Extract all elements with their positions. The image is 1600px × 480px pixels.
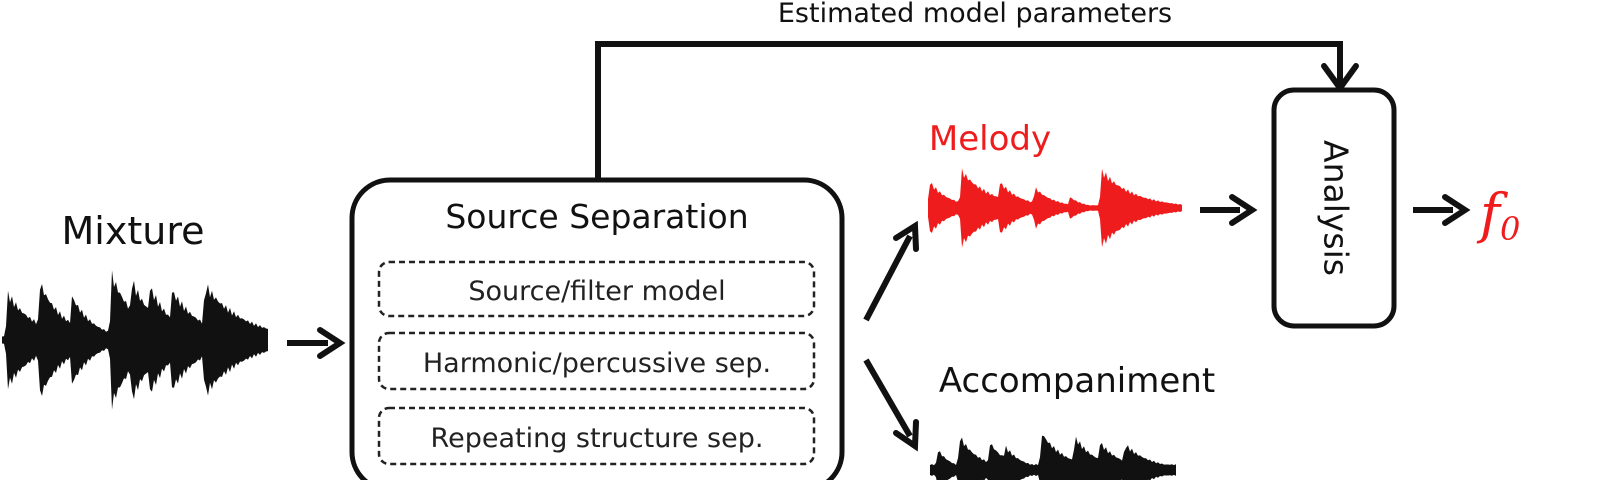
estimated-params-label: Estimated model parameters	[778, 0, 1172, 29]
accompaniment-label: Accompaniment	[939, 361, 1215, 401]
f0-subscript: 0	[1500, 210, 1520, 248]
melody-label: Melody	[929, 119, 1051, 159]
method-label-source-filter: Source/filter model	[468, 276, 725, 307]
f0-output-label: f0	[1476, 182, 1520, 248]
analysis-box	[1271, 87, 1397, 329]
method-label-repeating-structure: Repeating structure sep.	[431, 423, 764, 454]
melody-split-arrow	[863, 234, 913, 322]
mixture-waveform	[2, 270, 268, 410]
source-separation-title: Source Separation	[445, 197, 748, 236]
accompaniment-waveform	[930, 435, 1176, 480]
output-arrowhead	[1442, 194, 1471, 226]
accompaniment-split-arrowhead	[893, 419, 919, 452]
melody-arrowhead	[1229, 194, 1258, 226]
accompaniment-split-arrow	[863, 358, 913, 438]
mixture-arrowhead	[317, 327, 346, 359]
mixture-label: Mixture	[62, 209, 205, 253]
melody-waveform	[928, 168, 1182, 248]
analysis-label: Analysis	[1317, 140, 1356, 276]
feedback-arrow	[595, 41, 1343, 180]
method-box-harmonic-percussive	[377, 331, 816, 391]
method-label-harmonic-percussive: Harmonic/percussive sep.	[423, 348, 771, 379]
melody-split-arrowhead	[893, 220, 919, 252]
method-box-repeating-structure	[377, 406, 816, 466]
source-separation-box	[349, 177, 845, 480]
